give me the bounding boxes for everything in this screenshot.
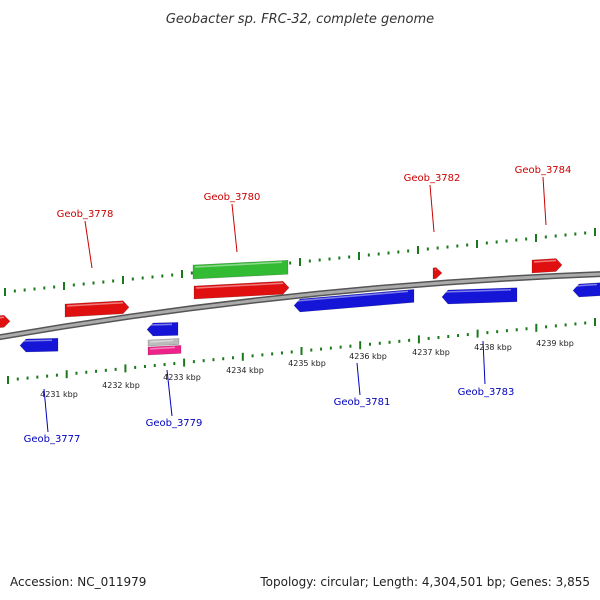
genome-backbone [0, 271, 600, 341]
forward-feature-partial [0, 314, 11, 328]
gene-labels: Geob_3777 Geob_3778 Geob_3779 Geob_3780 Geob… [24, 165, 572, 445]
feature-geob-3784-highlight [533, 259, 557, 263]
leader-geob-3777 [43, 388, 49, 433]
leader-geob-3779 [166, 369, 173, 417]
scale-label: 4238 kbp [474, 343, 512, 352]
label-geob-3780: Geob_3780 [204, 192, 261, 203]
feature-geob-3779 [146, 322, 179, 337]
feature-geob-3781-highlight [295, 290, 409, 302]
accession-label: Accession: NC_011979 [10, 575, 146, 589]
outer-tick-ring [4, 228, 596, 296]
feature-geob-3778-highlight [66, 302, 124, 307]
feature-geob-3782 [432, 267, 443, 280]
feature-geob-3781 [293, 289, 415, 313]
genome-summary: Topology: circular; Length: 4,304,501 bp… [259, 575, 590, 589]
inner-tick-ring [7, 318, 596, 384]
pseudo-feature-geob-3779 [147, 338, 180, 347]
scale-label: 4237 kbp [412, 348, 450, 357]
misc-feature-geob-3779-highlight [149, 346, 176, 350]
scale-label: 4236 kbp [349, 352, 387, 361]
pseudo-feature-geob-3779-highlight [149, 339, 174, 343]
scale-label: 4235 kbp [288, 359, 326, 368]
scale-label: 4231 kbp [40, 390, 78, 399]
leader-geob-3781 [356, 362, 361, 396]
rna-feature-geob-3780-highlight [194, 261, 283, 268]
label-geob-3781: Geob_3781 [334, 397, 391, 408]
scale-label: 4239 kbp [536, 339, 574, 348]
feature-track [0, 258, 600, 356]
feature-partial-right-highlight [574, 283, 598, 287]
backbone-line [0, 272, 600, 339]
scale-label: 4234 kbp [226, 366, 264, 375]
leader-geob-3780 [231, 203, 238, 253]
feature-geob-3778 [64, 300, 130, 318]
scale-label: 4232 kbp [102, 381, 140, 390]
label-geob-3779: Geob_3779 [146, 418, 203, 429]
misc-feature-geob-3779 [147, 345, 182, 356]
label-geob-3778: Geob_3778 [57, 209, 114, 220]
feature-partial-right [572, 282, 600, 298]
feature-geob-3783-highlight [443, 289, 512, 293]
map-title: Geobacter sp. FRC-32, complete genome [166, 12, 434, 27]
label-geob-3782: Geob_3782 [404, 173, 461, 184]
feature-geob-3777 [19, 337, 59, 353]
label-geob-3784: Geob_3784 [515, 165, 572, 176]
feature-geob-3779-highlight [148, 323, 173, 326]
label-geob-3783: Geob_3783 [458, 387, 515, 398]
leader-geob-3783 [482, 340, 486, 385]
leader-geob-3782 [429, 184, 435, 233]
forward-feature-partial-highlight [0, 316, 5, 319]
feature-geob-3780 [193, 280, 290, 300]
feature-geob-3783 [441, 287, 518, 305]
feature-geob-3777-highlight [21, 339, 53, 342]
scale-label: 4233 kbp [163, 373, 201, 382]
feature-geob-3780-highlight [195, 282, 284, 289]
rna-feature-geob-3780 [192, 259, 289, 280]
scale-labels: 4231 kbp 4232 kbp 4233 kbp 4234 kbp 4235 kbp… [40, 339, 574, 399]
leader-geob-3778 [84, 220, 93, 269]
feature-geob-3784 [531, 258, 563, 274]
leader-geob-3784 [542, 176, 547, 226]
label-leader-lines [43, 176, 547, 433]
label-geob-3777: Geob_3777 [24, 434, 81, 445]
